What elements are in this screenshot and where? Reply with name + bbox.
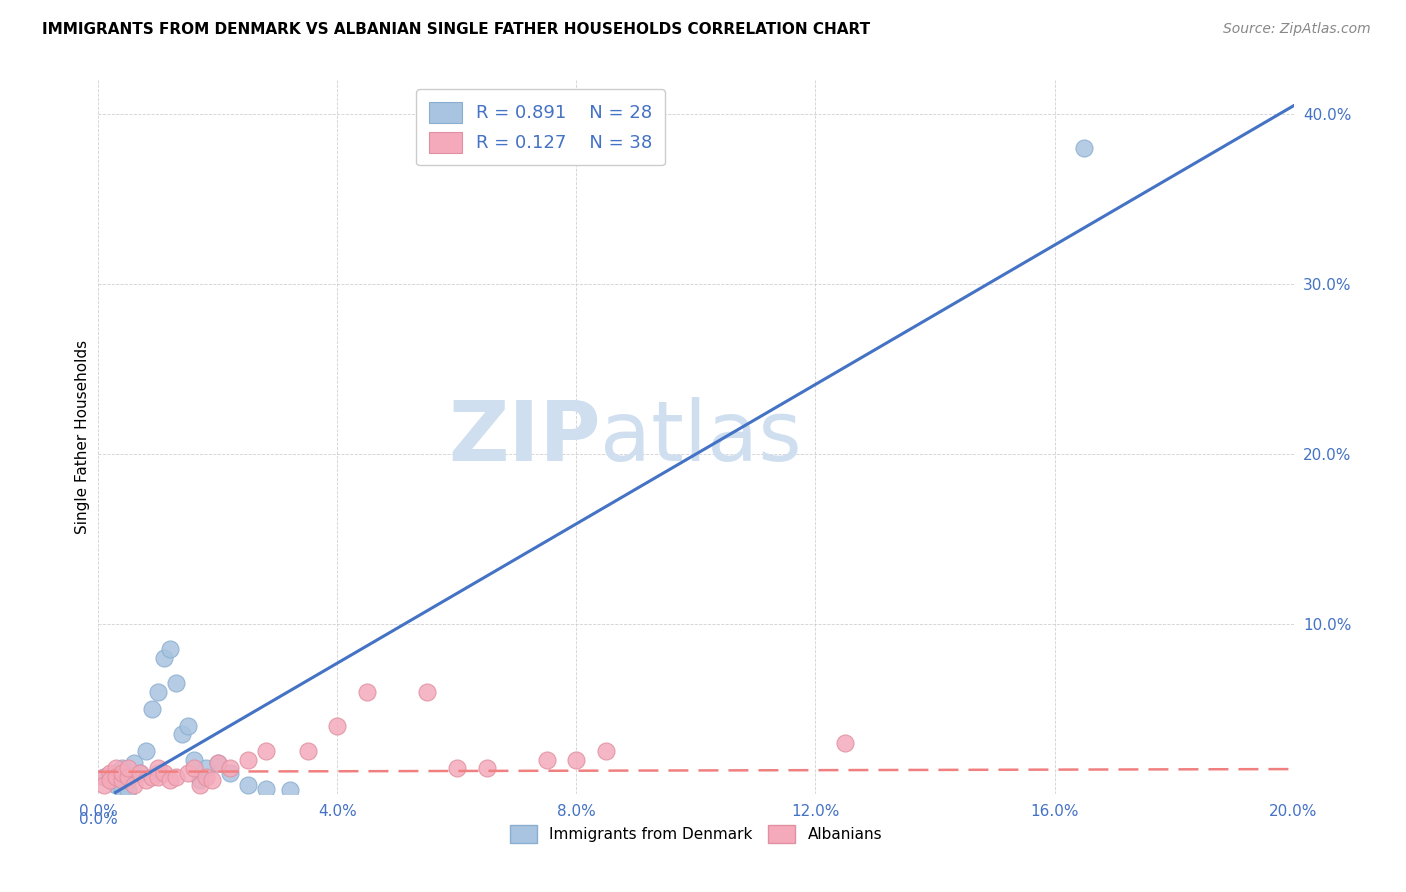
Point [177,766,200,780]
Legend: Immigrants from Denmark, Albanians: Immigrants from Denmark, Albanians [502,818,890,850]
Point [148,770,170,784]
Point [111,781,134,796]
Point [93,778,115,792]
Point [595,744,617,758]
Point [105,778,128,792]
Point [188,778,211,792]
Point [1073,141,1095,155]
Point [148,766,170,780]
Point [153,651,176,665]
Point [183,761,205,775]
Point [129,766,152,780]
Point [565,753,588,767]
Point [326,719,349,733]
Point [177,719,200,733]
Point [153,766,176,780]
Point [124,778,146,792]
Point [135,744,157,758]
Text: Source: ZipAtlas.com: Source: ZipAtlas.com [1223,22,1371,37]
Point [207,756,229,771]
Point [148,685,170,699]
Point [98,773,122,788]
Point [117,783,139,797]
Point [159,642,181,657]
Point [536,753,558,767]
Point [446,761,468,775]
Point [124,756,146,771]
Text: ZIP: ZIP [449,397,600,477]
Point [195,770,218,784]
Point [297,744,319,758]
Point [236,778,259,792]
Point [201,773,224,788]
Point [98,773,122,788]
Point [111,766,134,780]
Point [356,685,378,699]
Text: atlas: atlas [600,397,801,477]
Point [129,766,152,780]
Point [236,753,259,767]
Point [105,766,128,780]
Point [93,770,115,784]
Point [475,761,498,775]
Point [135,773,157,788]
Point [98,766,122,780]
Point [207,756,229,771]
Point [219,761,242,775]
Point [117,770,139,784]
Point [183,753,205,767]
Point [148,761,170,775]
Point [219,766,242,780]
Point [195,761,218,775]
Point [105,770,128,784]
Text: 0.0%: 0.0% [79,812,118,827]
Point [188,773,211,788]
Point [165,676,187,690]
Point [159,773,181,788]
Point [172,727,194,741]
Point [117,761,139,775]
Point [834,736,856,750]
Point [416,685,439,699]
Text: IMMIGRANTS FROM DENMARK VS ALBANIAN SINGLE FATHER HOUSEHOLDS CORRELATION CHART: IMMIGRANTS FROM DENMARK VS ALBANIAN SING… [42,22,870,37]
Point [165,770,187,784]
Y-axis label: Single Father Households: Single Father Households [75,340,90,534]
Point [105,761,128,775]
Point [141,770,163,784]
Point [278,783,301,797]
Point [111,761,134,775]
Point [141,702,163,716]
Point [93,770,115,784]
Point [111,773,134,788]
Point [254,781,277,796]
Point [117,773,139,788]
Point [254,744,277,758]
